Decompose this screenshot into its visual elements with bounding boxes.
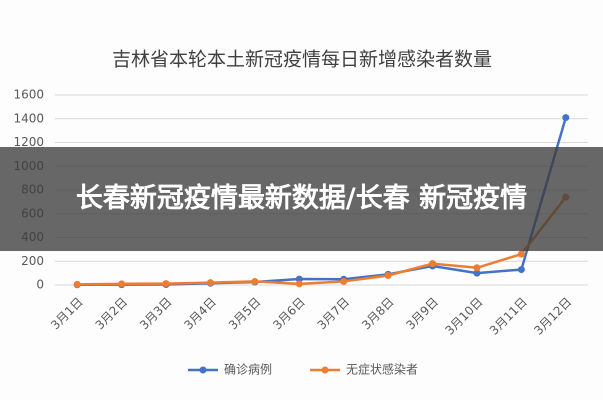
x-tick-label: 3月7日 [315, 295, 353, 333]
point [206, 279, 214, 287]
y-tick-label: 1600 [13, 88, 44, 102]
series-line [77, 196, 567, 286]
x-tick-label: 3月12日 [531, 295, 574, 338]
banner: 长春新冠疫情最新数据/长春 新冠疫情 [0, 147, 603, 251]
point [517, 250, 525, 258]
point [473, 264, 481, 272]
banner-text: 长春新冠疫情最新数据/长春 新冠疫情 [75, 183, 528, 214]
x-tick-label: 3月1日 [48, 295, 86, 333]
point [118, 280, 126, 288]
legend-label: 确诊病例 [224, 362, 272, 377]
x-tick-label: 3月2日 [93, 295, 131, 333]
y-tick-label: 0 [36, 278, 44, 292]
x-tick-label: 3月4日 [181, 295, 219, 333]
point [517, 266, 525, 274]
point [429, 260, 437, 268]
point [251, 277, 259, 285]
legend-marker [199, 366, 207, 374]
point [73, 280, 81, 288]
chart-title: 吉林省本轮本土新冠疫情每日新增感染者数量 [112, 49, 492, 71]
point [162, 280, 170, 288]
y-tick-label: 1400 [13, 111, 44, 125]
x-tick-label: 3月11日 [487, 295, 530, 338]
x-tick-label: 3月10日 [442, 295, 485, 338]
point [384, 272, 392, 279]
x-tick-label: 3月6日 [270, 295, 308, 333]
y-tick-label: 200 [21, 254, 44, 268]
x-tick-label: 3月8日 [359, 295, 397, 333]
point [473, 269, 481, 277]
x-tick-label: 3月3日 [137, 295, 175, 333]
point [295, 280, 303, 288]
point [340, 277, 348, 285]
legend-marker [321, 366, 329, 374]
y-tick-label: 1200 [13, 135, 44, 149]
x-tick-label: 3月9日 [403, 295, 441, 333]
legend-label: 无症状感染者 [346, 362, 418, 377]
x-tick-label: 3月5日 [226, 295, 264, 333]
point [562, 114, 570, 122]
